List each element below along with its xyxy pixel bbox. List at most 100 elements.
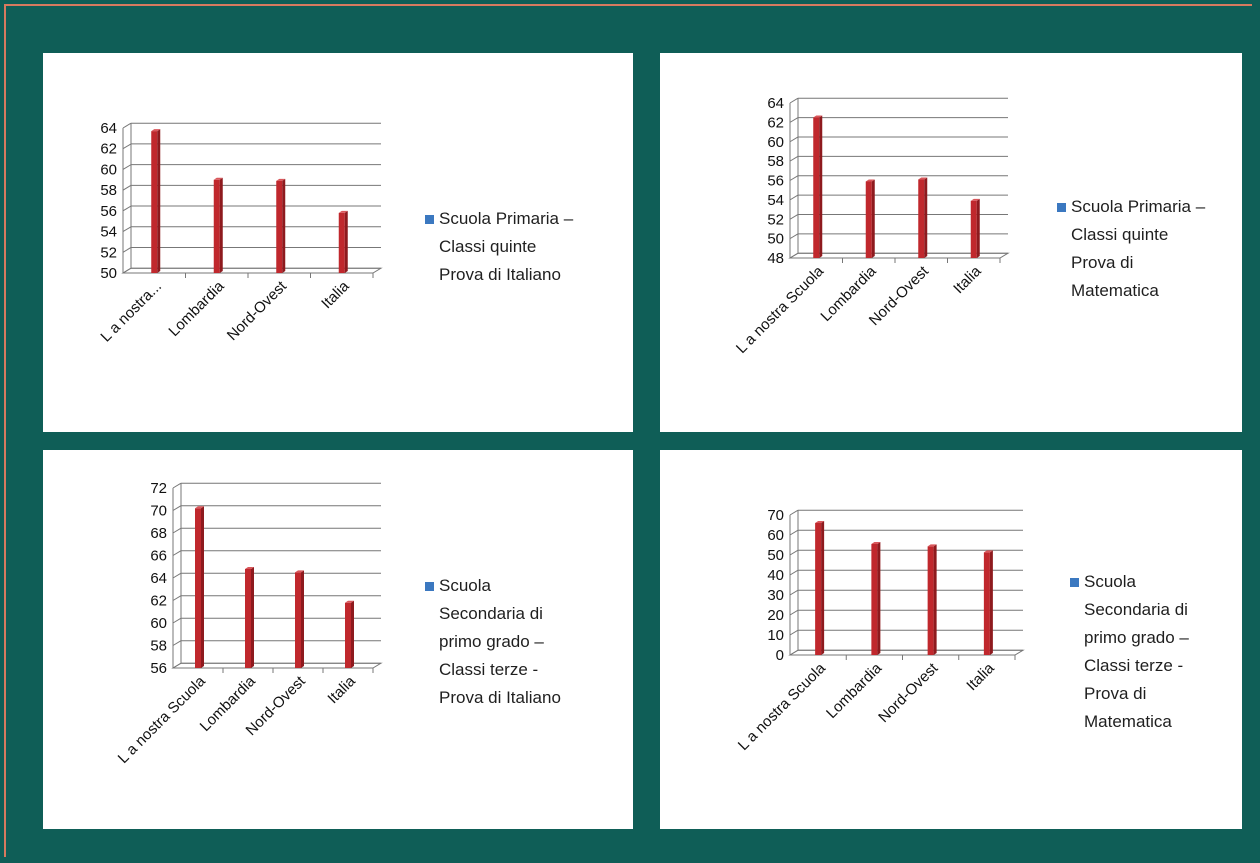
y-tick-label: 56 <box>100 203 117 220</box>
bar <box>276 180 283 273</box>
bar-side <box>219 177 223 273</box>
gridline-skew <box>789 136 799 143</box>
bar <box>245 569 251 668</box>
gridline-skew <box>122 164 132 170</box>
legend-label: Scuola Secondaria di primo grado – Class… <box>1084 572 1189 731</box>
y-tick-label: 62 <box>767 114 784 131</box>
y-tick-label: 58 <box>100 182 117 199</box>
bar-side <box>821 521 825 655</box>
bar-side <box>877 542 881 655</box>
y-tick-label: 60 <box>767 134 784 151</box>
bar-top <box>983 550 993 553</box>
bar-side <box>201 506 204 668</box>
bar <box>871 544 878 655</box>
chart-floor <box>121 267 383 274</box>
x-category-label: Italia <box>963 659 998 694</box>
legend-swatch <box>1057 203 1066 212</box>
bar-side <box>933 544 937 655</box>
x-category-label: L a nostra... <box>97 278 165 346</box>
y-tick-label: 56 <box>767 173 784 190</box>
legend-label: Scuola Primaria – Classi quinte Prova di… <box>439 209 574 284</box>
chart-floor <box>788 252 1010 259</box>
legend-primaria-matematica: Scuola Primaria – Classi quinte Prova di… <box>1057 193 1205 305</box>
gridline-skew <box>172 505 182 511</box>
y-tick-label: 40 <box>767 567 784 584</box>
legend-swatch <box>425 582 434 591</box>
bar-top <box>815 521 825 523</box>
y-tick-label: 58 <box>767 153 784 170</box>
legend-swatch <box>1070 578 1079 587</box>
x-category-label: L a nostra Scuola <box>115 672 210 767</box>
bar-top <box>871 542 881 544</box>
gridline-skew <box>789 549 799 556</box>
bar <box>195 508 201 668</box>
y-tick-label: 66 <box>150 548 167 565</box>
gridline-skew <box>789 117 799 123</box>
gridline-skew <box>122 122 132 129</box>
gridline-skew <box>172 640 182 646</box>
x-category-label: Italia <box>324 672 359 707</box>
gridline-skew <box>172 527 182 534</box>
legend-primaria-italiano: Scuola Primaria – Classi quinte Prova di… <box>425 205 573 289</box>
bar-side <box>351 600 354 668</box>
gridline-skew <box>789 589 799 596</box>
bar-top <box>295 570 304 573</box>
bar-side <box>871 179 875 258</box>
legend-label: Scuola Primaria – Classi quinte Prova di… <box>1071 197 1206 300</box>
bar-side <box>819 115 823 258</box>
legend-secondaria-matematica: Scuola Secondaria di primo grado – Class… <box>1070 568 1189 736</box>
bar <box>151 131 158 273</box>
bar <box>345 602 351 668</box>
gridline-skew <box>789 609 799 616</box>
bar <box>815 523 822 655</box>
y-tick-label: 50 <box>767 547 784 564</box>
bar-side <box>282 178 286 273</box>
chart-floor <box>171 662 383 669</box>
gridline-skew <box>789 97 799 104</box>
bar-top <box>927 544 937 547</box>
gridline-skew <box>789 629 799 636</box>
bar-side <box>157 129 161 273</box>
chart-panel-secondaria-matematica: 0 10 20 30 40 50 60 70 L a nostra Scuola Lombardi… <box>660 450 1242 829</box>
gridline-skew <box>789 569 799 576</box>
gridline-skew <box>172 595 182 601</box>
legend-secondaria-italiano: Scuola Secondaria di primo grado – Class… <box>425 572 561 712</box>
gridline-skew <box>789 194 799 201</box>
gridline-skew <box>122 205 132 212</box>
x-category-label: Lombardia <box>165 277 228 340</box>
legend-swatch <box>425 215 434 224</box>
y-tick-label: 30 <box>767 587 784 604</box>
x-category-label: L a nostra Scuola <box>735 659 830 754</box>
bar-top <box>345 600 354 603</box>
y-tick-label: 62 <box>150 593 167 610</box>
y-tick-label: 52 <box>100 244 117 261</box>
gridline-skew <box>789 529 799 536</box>
bar-top <box>213 177 223 180</box>
bar-side <box>301 570 304 668</box>
chart-panel-primaria-italiano: 50 52 54 56 58 60 62 64 L a nostra... Lombardia No… <box>43 53 633 432</box>
y-tick-label: 48 <box>767 250 784 267</box>
y-tick-label: 72 <box>150 480 167 497</box>
y-tick-label: 64 <box>150 570 167 587</box>
y-tick-label: 20 <box>767 607 784 624</box>
bar <box>918 179 925 258</box>
bar <box>865 181 872 258</box>
bar-side <box>251 567 254 668</box>
y-tick-label: 58 <box>150 638 167 655</box>
y-tick-label: 60 <box>767 527 784 544</box>
chart-primaria-italiano: 50 52 54 56 58 60 62 64 L a nostra... LombardiaNo… <box>97 120 383 346</box>
x-category-label: Nord-Ovest <box>875 659 942 726</box>
gridline-skew <box>789 175 799 181</box>
y-tick-label: 10 <box>767 627 784 644</box>
gridline-skew <box>172 617 182 624</box>
y-tick-label: 54 <box>100 224 117 241</box>
y-tick-label: 64 <box>100 120 117 137</box>
gridline-skew <box>172 482 182 489</box>
gridline-skew <box>172 550 182 556</box>
bar-side <box>989 550 993 655</box>
bar <box>927 546 934 655</box>
gridline-skew <box>122 226 132 233</box>
y-tick-label: 0 <box>776 647 784 664</box>
x-category-label: Italia <box>318 277 353 312</box>
bar <box>295 572 301 668</box>
